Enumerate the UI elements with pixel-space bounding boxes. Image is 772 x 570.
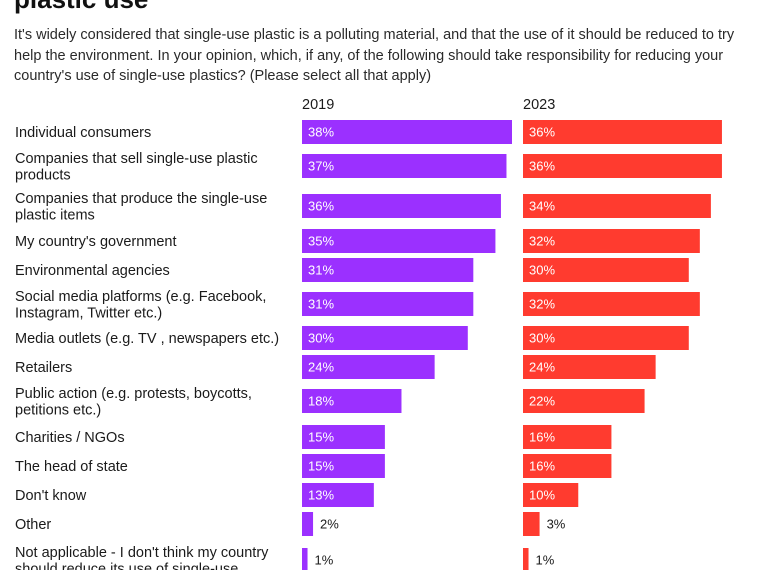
data-label-2019: 13% — [308, 488, 334, 503]
bar-2019 — [302, 548, 308, 570]
category-label: My country's government — [15, 234, 177, 250]
category-label: Not applicable - I don't think my countr… — [15, 545, 269, 561]
bar-2019 — [302, 292, 474, 316]
data-label-2023: 30% — [529, 263, 555, 278]
bar-2023 — [523, 326, 689, 350]
chart-subtitle: It's widely considered that single-use p… — [14, 27, 735, 84]
bar-2023 — [523, 454, 612, 478]
data-label-2023: 24% — [529, 360, 555, 375]
bar-2023 — [523, 548, 529, 570]
category-label: Social media platforms (e.g. Facebook, — [15, 289, 266, 305]
bar-2019 — [302, 194, 501, 218]
data-label-2019: 38% — [308, 125, 334, 140]
bar-2023 — [523, 512, 540, 536]
category-label: Instagram, Twitter etc.) — [15, 305, 162, 321]
data-label-2019: 36% — [308, 199, 334, 214]
series-header-2023: 2023 — [523, 97, 555, 113]
data-label-2023: 36% — [529, 125, 555, 140]
bar-2023 — [523, 258, 689, 282]
data-label-2019: 1% — [315, 553, 334, 568]
bar-2023 — [523, 483, 579, 507]
bar-2023 — [523, 355, 656, 379]
bar-2023 — [523, 425, 612, 449]
bar-2023 — [523, 229, 700, 253]
category-label: Media outlets (e.g. TV , newspapers etc.… — [15, 331, 279, 347]
data-label-2023: 32% — [529, 234, 555, 249]
data-label-2023: 16% — [529, 459, 555, 474]
bar-2023 — [523, 194, 711, 218]
data-label-2019: 35% — [308, 234, 334, 249]
data-label-2019: 24% — [308, 360, 334, 375]
data-label-2019: 15% — [308, 459, 334, 474]
data-label-2023: 10% — [529, 488, 555, 503]
data-label-2019: 15% — [308, 430, 334, 445]
category-label: Other — [15, 517, 51, 533]
category-label: petitions etc.) — [15, 402, 101, 418]
category-label: Charities / NGOs — [15, 430, 125, 446]
bar-2019 — [302, 229, 496, 253]
bar-2019 — [302, 425, 385, 449]
bar-2023 — [523, 292, 700, 316]
data-label-2019: 31% — [308, 263, 334, 278]
bar-2019 — [302, 120, 512, 144]
bar-2019 — [302, 483, 374, 507]
category-label: Don't know — [15, 488, 87, 504]
bar-2019 — [302, 355, 435, 379]
category-label: The head of state — [15, 459, 128, 475]
data-label-2019: 37% — [308, 159, 334, 174]
category-label: Companies that sell single-use plastic — [15, 151, 258, 167]
bar-2019 — [302, 326, 468, 350]
data-label-2023: 1% — [536, 553, 555, 568]
category-label: Environmental agencies — [15, 263, 170, 279]
data-label-2019: 31% — [308, 297, 334, 312]
category-label: products — [15, 167, 71, 183]
category-label: plastic items — [15, 207, 95, 223]
bar-2019 — [302, 258, 474, 282]
data-label-2019: 18% — [308, 394, 334, 409]
data-label-2023: 34% — [529, 199, 555, 214]
bar-2023 — [523, 120, 722, 144]
data-label-2023: 30% — [529, 331, 555, 346]
category-label: should reduce its use of single-use — [15, 561, 238, 570]
series-header-2019: 2019 — [302, 97, 334, 113]
data-label-2023: 22% — [529, 394, 555, 409]
data-label-2019: 30% — [308, 331, 334, 346]
data-label-2023: 32% — [529, 297, 555, 312]
data-label-2023: 16% — [529, 430, 555, 445]
bar-2019 — [302, 154, 507, 178]
category-label: Retailers — [15, 360, 72, 376]
category-label: Public action (e.g. protests, boycotts, — [15, 386, 252, 402]
data-label-2023: 36% — [529, 159, 555, 174]
bar-2019 — [302, 512, 314, 536]
chart-title: plastic use — [14, 0, 148, 14]
bar-2023 — [523, 389, 645, 413]
bar-2019 — [302, 454, 385, 478]
category-label: Companies that produce the single-use — [15, 191, 267, 207]
data-label-2023: 3% — [547, 517, 566, 532]
bar-2019 — [302, 389, 402, 413]
category-label: Individual consumers — [15, 125, 151, 141]
data-label-2019: 2% — [320, 517, 339, 532]
bar-2023 — [523, 154, 722, 178]
